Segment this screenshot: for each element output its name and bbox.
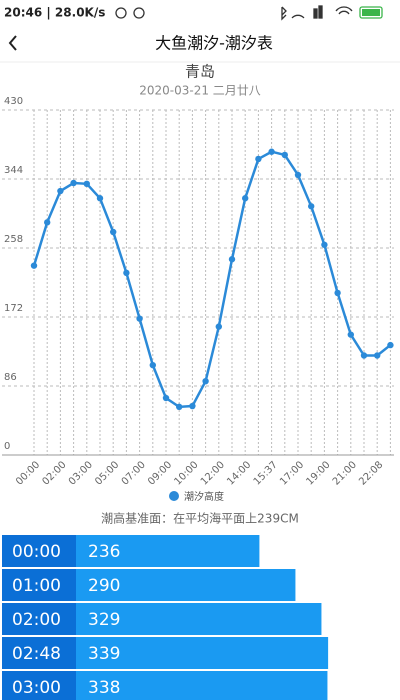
tide-point	[110, 228, 117, 236]
tide-point	[268, 148, 275, 155]
height-label: 339	[88, 644, 120, 664]
time-label: 03:00	[12, 678, 61, 698]
back-button[interactable]	[8, 35, 17, 51]
tide-point	[136, 315, 143, 322]
status-icons	[115, 5, 383, 21]
tide-point	[30, 262, 38, 269]
legend: 潮汐高度	[169, 490, 224, 503]
tide-point	[70, 179, 77, 187]
tide-point	[334, 289, 341, 297]
tide-point	[255, 155, 262, 163]
legend-swatch	[169, 491, 179, 501]
tide-point	[360, 352, 368, 359]
tide-point	[215, 323, 222, 330]
tide-point	[242, 195, 249, 202]
tide-point	[374, 352, 381, 359]
time-cell	[2, 603, 76, 635]
y-tick-label: 430	[4, 96, 23, 107]
time-label: 02:00	[12, 610, 61, 630]
header-title: 大鱼潮汐-潮汐表	[155, 34, 273, 53]
y-tick-label: 0	[4, 441, 10, 452]
tide-point	[57, 187, 64, 195]
chart-title: 青岛	[185, 63, 215, 81]
datum-note: 潮高基准面：在平均海平面上239CM	[101, 511, 299, 526]
tide-point	[347, 331, 354, 338]
tide-point	[387, 341, 394, 349]
chart-subtitle: 2020-03-21 二月廿八	[139, 84, 261, 98]
tide-point	[96, 195, 104, 202]
tide-table: 00:00 236 01:00 290 02:00 329 02:48 339 03:00 338	[2, 535, 329, 700]
tide-point	[308, 203, 315, 210]
status-time: 20:46 | 28.0K/s	[4, 6, 105, 20]
y-tick-label: 258	[4, 234, 23, 245]
tide-point	[176, 403, 183, 411]
tide-point	[162, 394, 170, 402]
time-cell	[2, 535, 76, 567]
tide-point	[202, 377, 209, 385]
tide-point	[294, 171, 302, 179]
tide-point	[189, 402, 196, 410]
height-label: 236	[88, 542, 120, 562]
tide-point	[44, 219, 51, 226]
y-tick-label: 344	[4, 165, 23, 176]
time-label: 02:48	[12, 644, 61, 664]
time-cell	[2, 671, 76, 700]
time-label: 01:00	[12, 576, 61, 596]
tide-point	[83, 180, 91, 188]
y-tick-label: 172	[4, 303, 23, 314]
height-label: 338	[88, 678, 120, 698]
legend-label: 潮汐高度	[184, 490, 224, 503]
height-label: 329	[88, 610, 120, 630]
height-label: 290	[88, 576, 120, 596]
time-cell	[2, 569, 76, 601]
tide-point	[149, 361, 156, 369]
y-tick-label: 86	[4, 372, 17, 383]
tide-point	[228, 256, 236, 263]
tide-line	[32, 150, 392, 409]
time-cell	[2, 637, 76, 669]
tide-point	[321, 241, 328, 248]
tide-point	[123, 269, 130, 277]
time-label: 00:00	[12, 542, 61, 562]
tide-point	[281, 151, 288, 159]
